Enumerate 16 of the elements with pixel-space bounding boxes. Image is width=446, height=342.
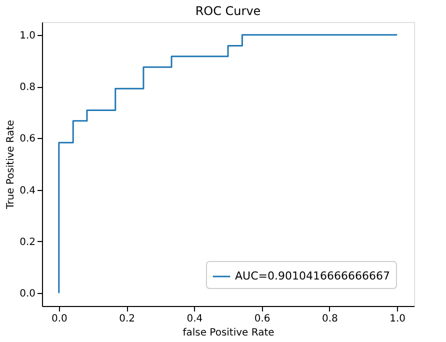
x-tick-label: 0.2 (119, 314, 135, 324)
x-tick-label: 1.0 (390, 314, 406, 324)
y-tick-label: 0.6 (20, 134, 36, 145)
x-tick-label: 0.6 (254, 314, 270, 324)
x-tick-label: 0.0 (51, 314, 68, 324)
y-axis-title: True Positive Rate (6, 120, 17, 210)
x-axis-title: false Positive Rate (182, 328, 274, 338)
y-tick-label: 0.2 (20, 236, 36, 248)
x-tick-label: 0.8 (322, 314, 338, 324)
y-tick-label: 0.8 (20, 82, 36, 94)
x-tick-label: 0.4 (186, 314, 203, 324)
y-tick-label: 1.0 (20, 30, 36, 42)
chart-title: ROC Curve (195, 4, 261, 18)
y-tick-label: 0.4 (20, 185, 36, 196)
legend-label: AUC=0.9010416666666667 (235, 270, 390, 282)
y-tick-label: 0.0 (20, 288, 36, 300)
